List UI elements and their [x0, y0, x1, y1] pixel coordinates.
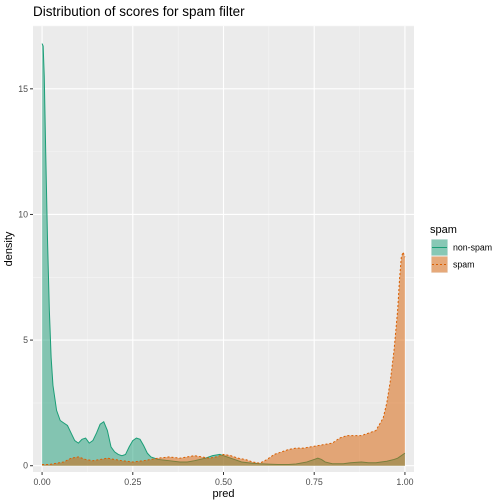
y-axis-title: density	[3, 231, 15, 266]
legend: spam non-spam spam	[430, 224, 492, 273]
density-areas	[41, 43, 406, 466]
chart-title: Distribution of scores for spam filter	[33, 4, 245, 19]
y-tick-label: 5	[23, 335, 28, 345]
x-axis-title: pred	[212, 488, 234, 500]
legend-swatch-spam	[431, 256, 448, 273]
x-tick-label: 0.00	[34, 477, 51, 487]
y-tick-label: 10	[18, 209, 28, 219]
legend-title: spam	[430, 224, 457, 236]
x-tick-label: 0.25	[124, 477, 141, 487]
legend-label-non-spam: non-spam	[453, 243, 492, 253]
y-axis: 0 5 10 15	[18, 84, 33, 471]
y-tick-label: 0	[23, 461, 28, 471]
x-tick-label: 0.75	[306, 477, 323, 487]
x-axis: 0.00 0.25 0.50 0.75 1.00	[34, 472, 414, 487]
y-tick-label: 15	[18, 84, 28, 94]
x-tick-label: 0.50	[215, 477, 232, 487]
area-spam	[42, 252, 405, 466]
legend-label-spam: spam	[453, 260, 475, 270]
x-tick-label: 1.00	[396, 477, 413, 487]
